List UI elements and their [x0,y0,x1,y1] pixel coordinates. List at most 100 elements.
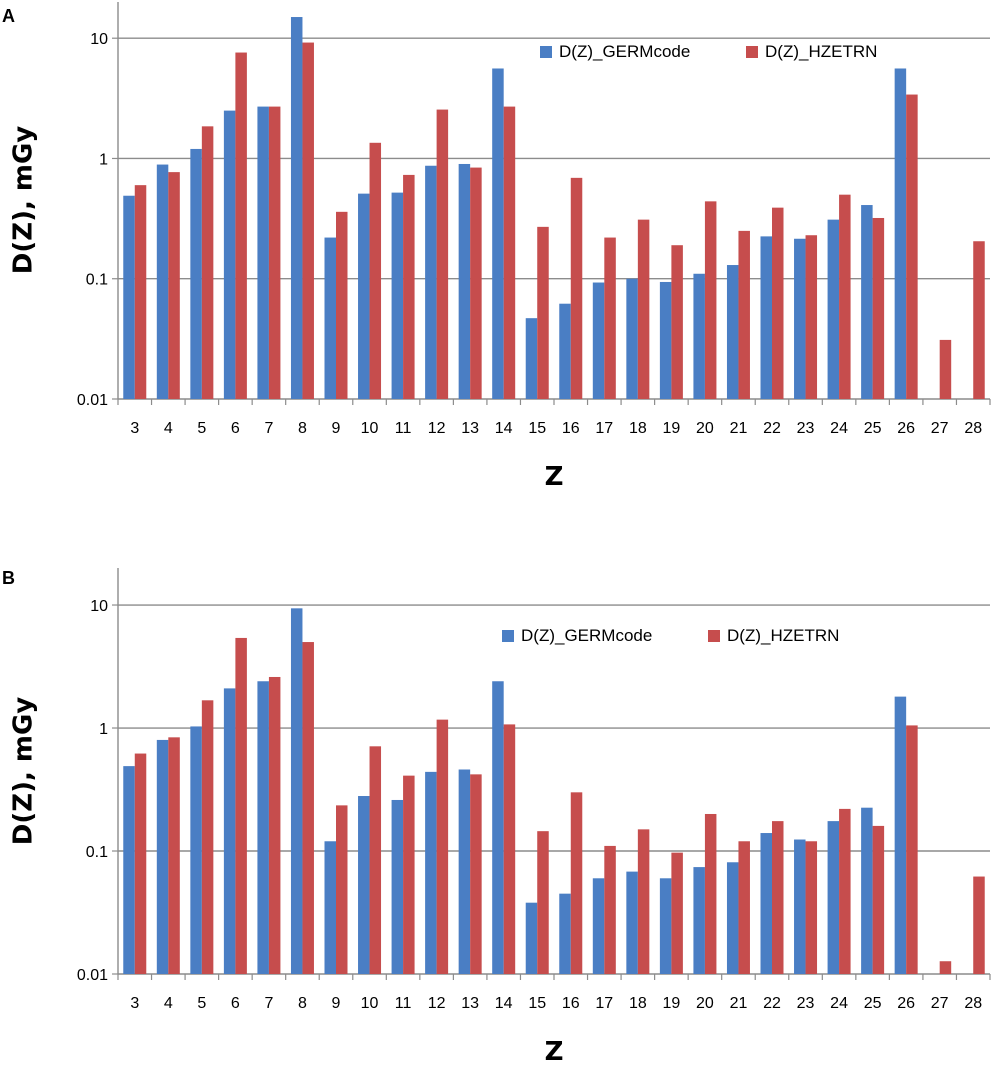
bar-germcode-z3 [123,195,135,399]
bar-hzetrn-z24 [839,808,851,974]
bar-hzetrn-z23 [805,841,818,974]
x-tick-label: 12 [428,420,446,437]
bar-germcode-z23 [794,238,806,399]
x-tick-label: 13 [461,420,479,437]
x-tick-label: 22 [763,420,781,437]
x-tick-label: 24 [830,420,848,437]
x-tick-label: 24 [830,995,848,1012]
bar-germcode-z20 [693,273,705,399]
legend-swatch-germcode [502,630,514,642]
y-tick-label: 0.1 [86,844,108,861]
bar-hzetrn-z17 [604,845,616,974]
bar-hzetrn-z28 [973,241,985,399]
bar-germcode-z10 [358,796,370,974]
x-tick-label: 10 [361,995,379,1012]
bar-germcode-z21 [726,265,739,399]
legend-swatch-hzetrn [746,46,758,58]
x-tick-label: 25 [864,995,882,1012]
bar-germcode-z3 [123,766,135,974]
legend-swatch-germcode [540,46,552,58]
bar-germcode-z13 [458,769,471,974]
bar-hzetrn-z15 [537,831,549,974]
panel-label: A [2,6,15,26]
bar-hzetrn-z6 [235,637,247,974]
y-tick-label: 0.1 [86,272,108,289]
x-tick-label: 23 [797,995,815,1012]
bar-hzetrn-z4 [168,737,180,974]
y-tick-label: 0.01 [77,392,108,409]
x-tick-label: 4 [164,995,173,1012]
bar-hzetrn-z23 [805,235,818,399]
x-tick-label: 8 [298,420,307,437]
bar-hzetrn-z27 [939,961,952,974]
bar-germcode-z9 [324,841,336,974]
y-tick-label: 1 [99,151,108,168]
panel-label: B [2,568,15,588]
bar-hzetrn-z15 [537,226,549,399]
y-tick-label: 10 [90,598,108,615]
bar-hzetrn-z14 [503,106,516,400]
x-tick-label: 4 [164,420,173,437]
bar-hzetrn-z3 [134,185,147,399]
x-tick-label: 19 [662,420,680,437]
bar-germcode-z15 [525,902,538,974]
x-tick-label: 25 [864,420,882,437]
x-tick-label: 3 [130,995,139,1012]
bar-hzetrn-z10 [369,142,382,399]
bar-hzetrn-z27 [939,339,952,399]
x-tick-label: 12 [428,995,446,1012]
x-tick-label: 23 [797,420,815,437]
bar-hzetrn-z26 [906,725,918,974]
x-tick-label: 28 [964,420,982,437]
y-tick-label: 0.01 [77,967,108,984]
bar-hzetrn-z11 [403,775,415,974]
bar-germcode-z7 [257,106,269,400]
bar-germcode-z13 [458,163,471,399]
bar-hzetrn-z4 [168,172,180,399]
bar-germcode-z19 [659,281,672,399]
x-tick-label: 18 [629,420,647,437]
bar-germcode-z25 [861,205,873,399]
x-tick-label: 18 [629,995,647,1012]
legend-label-hzetrn: D(Z)_HZETRN [765,42,877,61]
bar-germcode-z4 [156,164,169,399]
chart-panel-b: 0.01 0.1 1 10 3 4 5 6 7 8 9 10 11 12 13 14 15 16 17 18 19 20 2… [2,568,991,1067]
x-tick-label: 6 [231,420,240,437]
bar-germcode-z16 [559,303,571,399]
x-tick-label: 9 [332,420,341,437]
bar-hzetrn-z20 [704,201,717,399]
bar-germcode-z17 [592,878,605,974]
bar-germcode-z4 [156,739,169,974]
bar-germcode-z21 [726,862,739,974]
x-tick-label: 15 [528,995,546,1012]
x-tick-label: 19 [662,995,680,1012]
x-tick-label: 5 [197,420,206,437]
x-tick-label: 16 [562,420,580,437]
bar-hzetrn-z10 [369,746,382,974]
bar-germcode-z7 [257,681,269,974]
legend: D(Z)_GERMcode D(Z)_HZETRN [502,626,839,645]
bar-germcode-z26 [894,696,907,974]
bar-hzetrn-z8 [302,42,314,399]
x-tick-label: 15 [528,420,546,437]
x-tick-label: 7 [264,420,273,437]
bar-germcode-z11 [391,192,404,399]
bar-hzetrn-z25 [872,825,885,974]
bar-hzetrn-z25 [872,217,885,399]
bar-germcode-z12 [425,165,437,399]
x-tick-label: 6 [231,995,240,1012]
bar-hzetrn-z3 [134,753,147,974]
bar-germcode-z8 [290,17,303,399]
bar-hzetrn-z24 [839,194,851,399]
bar-hzetrn-z5 [201,700,214,974]
bar-germcode-z19 [659,878,672,974]
bar-hzetrn-z13 [470,774,482,974]
bar-germcode-z22 [760,833,772,974]
y-tick-label: 1 [99,721,108,738]
x-tick-label: 26 [897,995,915,1012]
x-tick-label: 20 [696,420,714,437]
bar-germcode-z8 [290,608,303,974]
x-tick-label: 16 [562,995,580,1012]
legend: D(Z)_GERMcode D(Z)_HZETRN [540,42,877,61]
